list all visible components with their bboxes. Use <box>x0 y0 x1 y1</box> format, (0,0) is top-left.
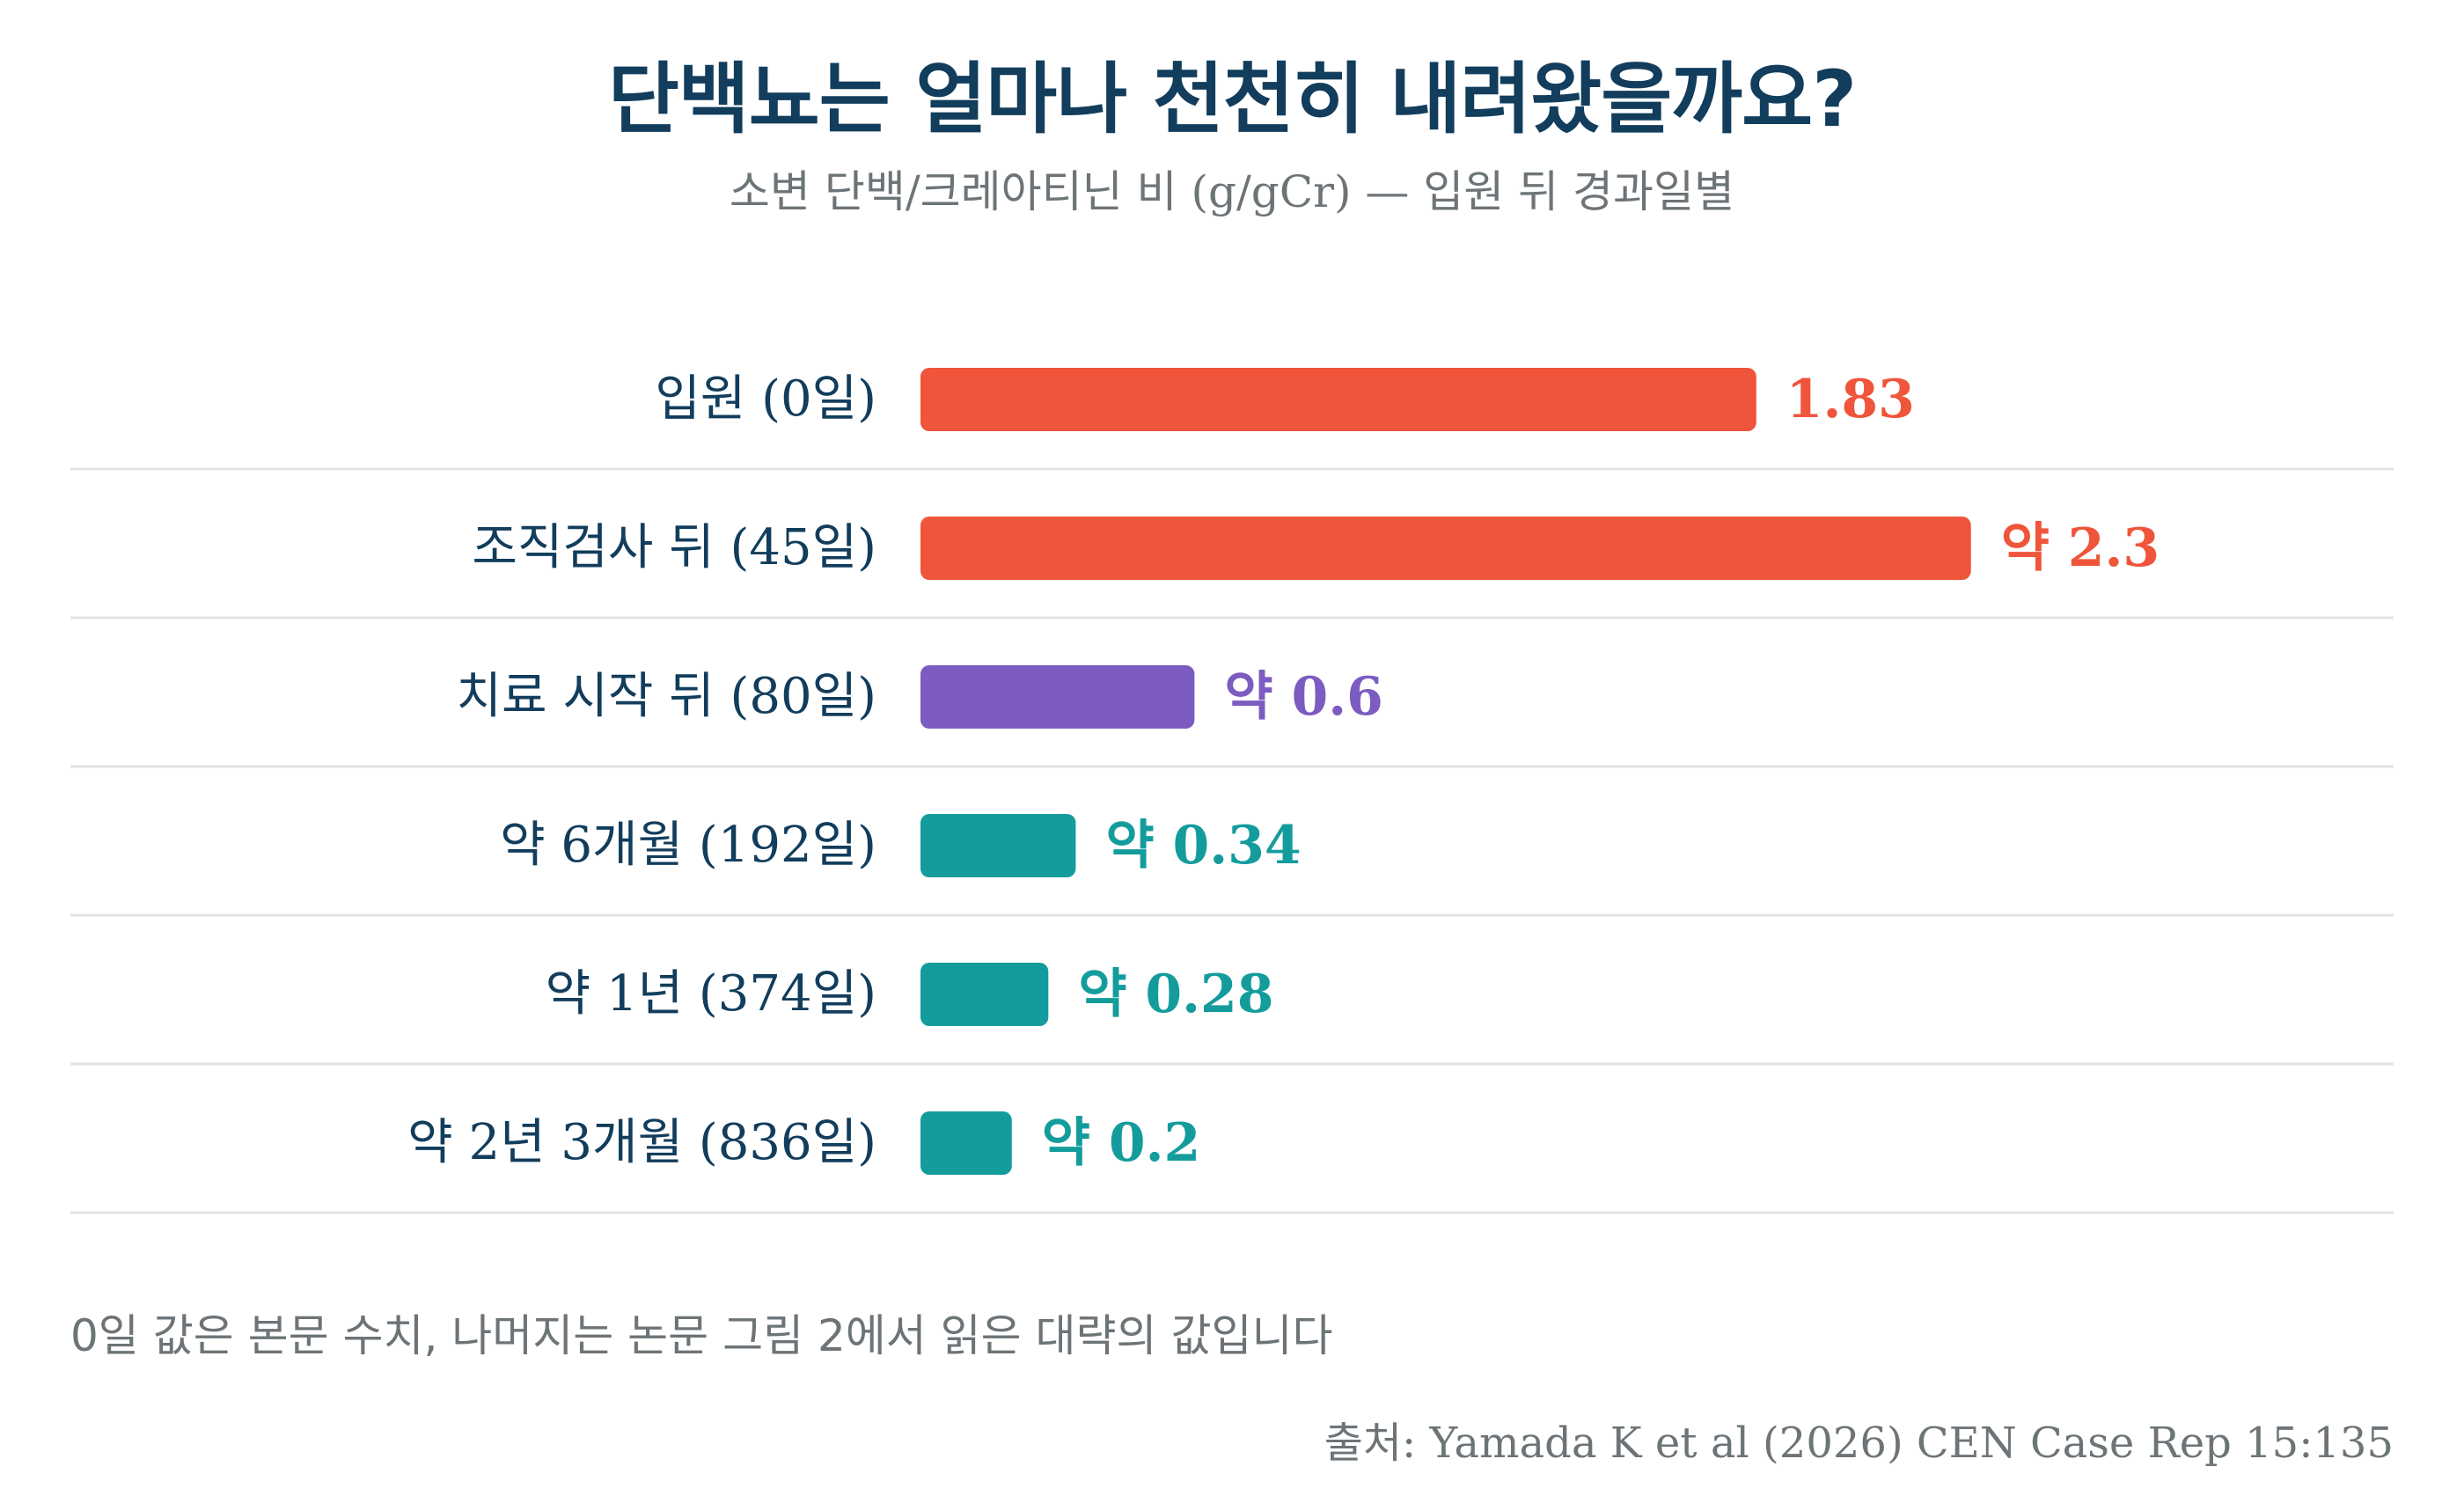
bar-chart: 입원 (0일) 1.83 조직검사 뒤 (45일) 약 2.3 치료 시작 뒤 (80일… <box>70 368 2394 1214</box>
data-label-1: 약 2.3 <box>2001 517 2160 579</box>
data-label-4: 약 0.28 <box>1078 964 1273 1025</box>
chart-footnote: 0일 값은 본문 수치, 나머지는 논문 그림 2에서 읽은 대략의 값입니다 <box>70 1310 1333 1361</box>
chart-title: 단백뇨는 얼마나 천천히 내려왔을까요? <box>607 54 1857 144</box>
bar-4 <box>920 963 1049 1026</box>
chart-subtitle: 소변 단백/크레아티닌 비 (g/gCr) — 입원 뒤 경과일별 <box>729 166 1735 217</box>
category-label-1: 조직검사 뒤 (45일) <box>472 519 876 576</box>
category-label-3: 약 6개월 (192일) <box>500 817 876 874</box>
chart-source: 출처: Yamada K et al (2026) CEN Case Rep 1… <box>1324 1419 2394 1468</box>
category-label-5: 약 2년 3개월 (836일) <box>407 1114 876 1171</box>
data-label-2: 약 0.6 <box>1224 666 1382 728</box>
category-label-2: 치료 시작 뒤 (80일) <box>457 668 876 725</box>
bar-5 <box>920 1111 1012 1175</box>
bar-1 <box>920 517 1971 580</box>
category-label-0: 입원 (0일) <box>655 370 876 428</box>
data-label-0: 1.83 <box>1786 369 1915 430</box>
data-label-3: 약 0.34 <box>1105 815 1301 876</box>
bar-2 <box>920 665 1195 729</box>
data-label-5: 약 0.2 <box>1042 1112 1200 1174</box>
bar-3 <box>920 814 1076 877</box>
bar-0 <box>920 368 1756 431</box>
category-label-4: 약 1년 (374일) <box>546 965 876 1023</box>
